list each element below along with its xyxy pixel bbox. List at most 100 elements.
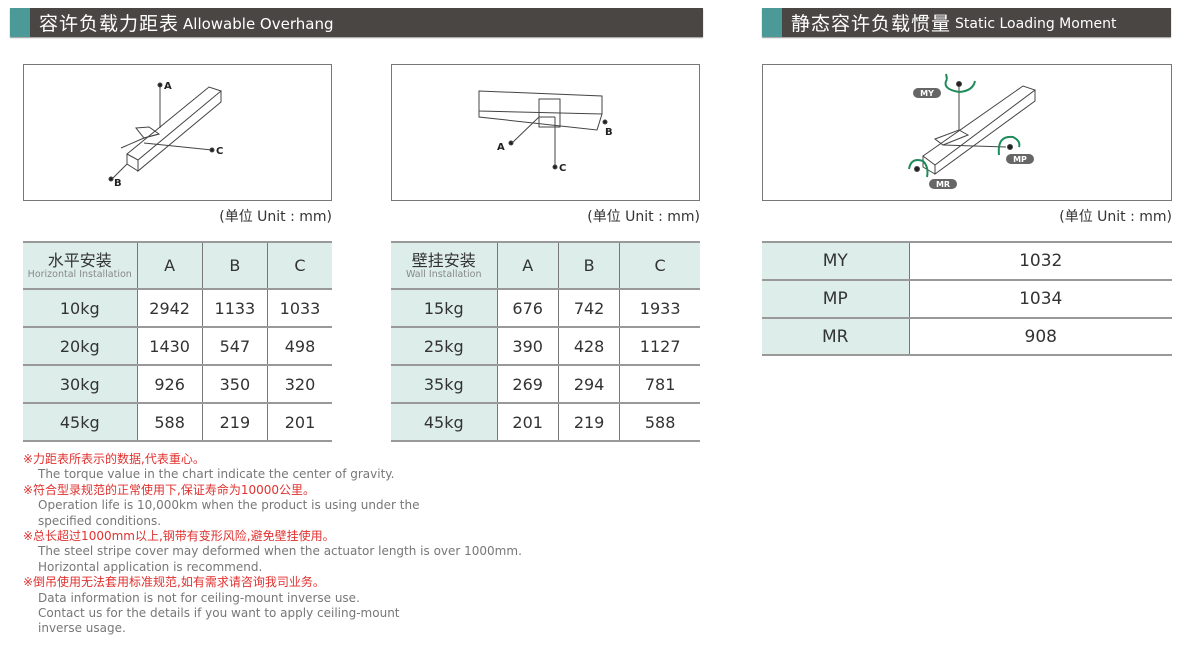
label-b: B [114,178,122,189]
overhang-section-header: 容许负载力距表 Allowable Overhang [10,8,703,37]
col-a: A [497,241,559,290]
note-zh: ※总长超过1000mm以上,钢带有变形风险,避免壁挂使用。 [23,529,335,544]
note-en: Data information is not for ceiling-moun… [38,590,360,605]
moment-title-en: Static Loading Moment [955,16,1117,32]
note-en: The torque value in the chart indicate t… [38,467,395,482]
label-c: C [216,146,223,157]
note-en: specified conditions. [38,513,162,528]
table-cell: 219 [558,403,621,442]
svg-text:MY: MY [920,89,934,98]
table-cell: 781 [619,365,700,404]
rotation-arrow-icon [908,73,1021,178]
moment-title-zh: 静态容许负载惯量 [791,13,952,35]
table-cell: 30kg [23,365,138,404]
table-row: 35kg 269 294 781 [391,365,700,404]
table-cell: 547 [202,327,269,366]
horizontal-overhang-diagram: A C B [23,64,332,201]
mr-badge: MR [929,179,957,189]
table-cell: 15kg [391,289,498,328]
note-zh: ※符合型录规范的正常使用下,保证寿命为10000公里。 [23,482,316,497]
label-c: C [559,163,566,174]
table-cell: 20kg [23,327,138,366]
table-cell: 1033 [267,289,332,328]
table-row: 10kg 2942 1133 1033 [23,289,332,328]
note-zh: ※力距表所表示的数据,代表重心。 [23,452,205,466]
table-cell: 428 [558,327,621,366]
label-a: A [497,142,505,153]
label-a: A [164,81,172,92]
svg-text:MR: MR [936,180,950,189]
label-b: B [605,127,613,138]
col-c: C [267,241,332,290]
table-cell: 320 [267,365,332,404]
svg-text:MP: MP [1013,155,1027,164]
table-cell: 35kg [391,365,498,404]
table-row: MY 1032 [762,241,1172,281]
table-cell: 1034 [909,280,1172,319]
wall-overhang-diagram: A B C [391,64,700,201]
table-cell: 294 [558,365,621,404]
table-cell: 45kg [391,403,498,442]
table-cell: MR [762,318,910,356]
table-cell: 390 [497,327,559,366]
table-cell: MY [762,241,910,281]
table-cell: 10kg [23,289,138,328]
unit-label: (单位 Unit : mm) [219,209,332,225]
table-row: MR 908 [762,318,1172,356]
static-moment-diagram: MY MP MR [762,64,1172,201]
overhang-title-zh: 容许负载力距表 [39,13,180,35]
table-row: 25kg 390 428 1127 [391,327,700,366]
note-en: Operation life is 10,000km when the prod… [38,498,420,513]
table-cell: 676 [497,289,559,328]
mp-badge: MP [1006,154,1034,164]
table-cell: 25kg [391,327,498,366]
table-cell: 1933 [619,289,700,328]
table-cell: 219 [202,403,269,442]
notes: ※力距表所表示的数据,代表重心。 The torque value in the… [23,452,522,637]
table-row: 20kg 1430 547 498 [23,327,332,366]
table-cell: 498 [267,327,332,366]
table-cell: 588 [137,403,203,442]
col-b: B [202,241,269,290]
table-row: 15kg 676 742 1933 [391,289,700,328]
overhang-title-en: Allowable Overhang [183,15,334,33]
static-moment-table: MY 1032 MP 1034 MR 908 [762,241,1172,356]
table-cell: 201 [267,403,332,442]
table-cell: 908 [909,318,1172,356]
note-zh: ※倒吊使用无法套用标准规范,如有需求请咨询我司业务。 [23,575,325,590]
table-cell: 350 [202,365,269,404]
table-cell: 45kg [23,403,138,442]
table-cell: 201 [497,403,559,442]
col-b: B [558,241,621,290]
moment-section-header: 静态容许负载惯量 Static Loading Moment [762,8,1171,37]
header-cell: 壁挂安装 Wall Installation [391,241,498,290]
col-c: C [619,241,700,290]
table-cell: 926 [137,365,203,404]
header-cell: 水平安装 Horizontal Installation [23,241,138,290]
table-cell: 1127 [619,327,700,366]
table-cell: 1032 [909,241,1172,281]
note-en: The steel stripe cover may deformed when… [38,544,522,559]
col-a: A [137,241,203,290]
table-cell: 2942 [137,289,203,328]
note-en: Contact us for the details if you want t… [38,606,400,621]
table-row: MP 1034 [762,280,1172,319]
unit-label: (单位 Unit : mm) [1059,209,1172,225]
note-en: Horizontal application is recommend. [38,559,263,574]
table-cell: MP [762,280,910,319]
horizontal-overhang-table: 水平安装 Horizontal Installation A B C 10kg 29… [23,241,332,442]
table-cell: 588 [619,403,700,442]
table-row: 30kg 926 350 320 [23,365,332,404]
header-accent [10,8,30,37]
unit-label: (单位 Unit : mm) [587,209,700,225]
table-row: 45kg 588 219 201 [23,403,332,442]
my-badge: MY [913,88,941,98]
wall-overhang-table: 壁挂安装 Wall Installation A B C 15kg 676 742 19… [391,241,700,442]
table-row: 45kg 201 219 588 [391,403,700,442]
header-accent [762,8,782,37]
table-cell: 742 [558,289,621,328]
note-en: inverse usage. [38,621,126,636]
table-cell: 269 [497,365,559,404]
table-cell: 1430 [137,327,203,366]
table-cell: 1133 [202,289,269,328]
